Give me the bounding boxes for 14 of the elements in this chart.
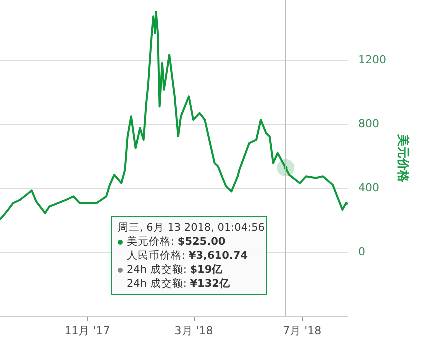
annotation: 24h 成交额: ¥132亿 [127, 278, 230, 290]
y-tick-label: 800 [358, 118, 380, 130]
annotation: 人民币价格: ¥3,610.74 [127, 250, 248, 262]
annotation: 周三, 6月 13 2018, 01:04:56 [118, 222, 265, 234]
line-series [0, 11, 349, 221]
y-axis-title: 美元价格 [396, 134, 410, 184]
annotation: 美元价格: $525.00 [127, 236, 226, 248]
x-tick-label: 11月 '17 [64, 324, 110, 338]
annotation: 24h 成交额: $19亿 [127, 264, 224, 276]
x-tick-label: 3月 '18 [174, 324, 214, 338]
y-tick-label: 400 [358, 182, 380, 194]
x-tick-label: 7月 '18 [283, 324, 322, 338]
y-tick-label: 0 [358, 246, 366, 258]
y-tick-label: 1200 [358, 54, 386, 66]
